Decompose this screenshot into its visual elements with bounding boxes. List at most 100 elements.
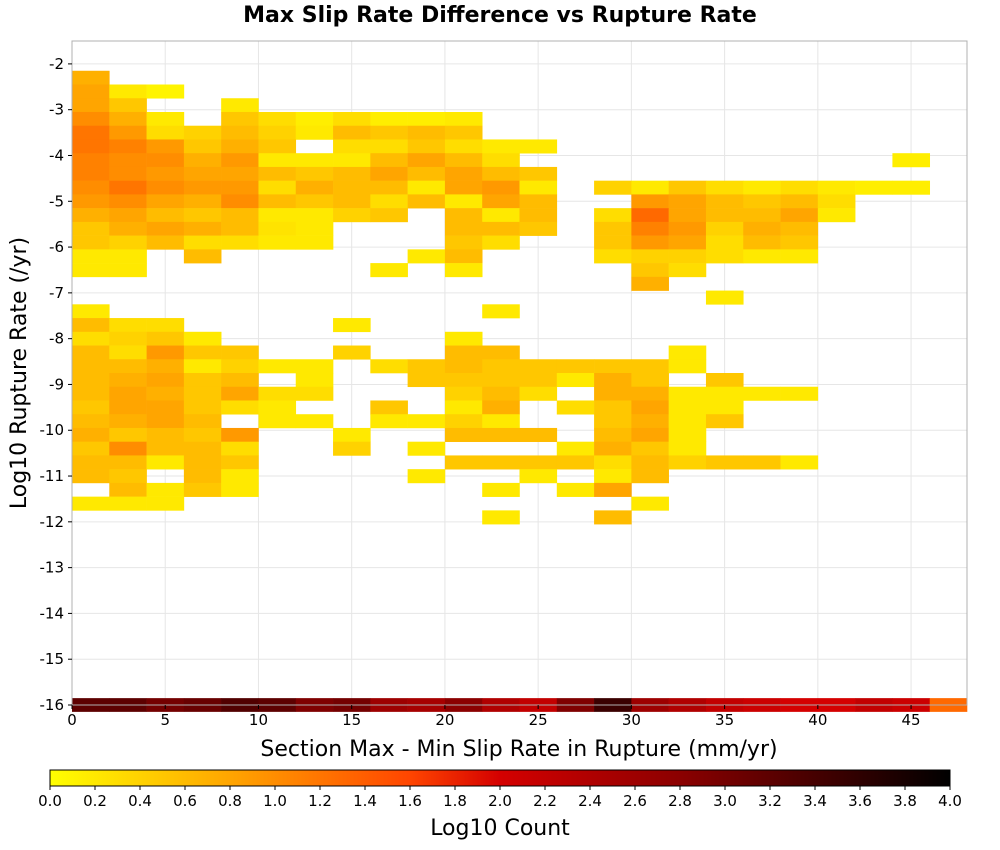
heatmap-cell	[444, 125, 483, 140]
heatmap-cell	[72, 166, 110, 181]
heatmap-cell	[72, 455, 110, 470]
heatmap-cell	[519, 373, 558, 388]
heatmap-cell	[258, 386, 297, 401]
heatmap-cell	[183, 166, 222, 181]
heatmap-cell	[109, 249, 147, 264]
heatmap-cell	[705, 373, 744, 388]
heatmap-cell	[817, 208, 856, 223]
heatmap-cell	[221, 441, 259, 456]
heatmap-cell	[333, 125, 371, 140]
heatmap-cell	[333, 194, 371, 209]
heatmap-cell	[72, 208, 110, 223]
heatmap-cell	[519, 194, 558, 209]
heatmap-cell	[780, 208, 819, 223]
heatmap-cell	[221, 455, 259, 470]
heatmap-cell	[407, 441, 446, 456]
x-tick-label: 15	[342, 711, 361, 729]
y-tick-label: -15	[40, 650, 65, 668]
heatmap-cell	[146, 180, 185, 195]
heatmap-cell	[183, 455, 222, 470]
heatmap-cell	[72, 84, 110, 99]
heatmap-cell	[482, 414, 520, 429]
heatmap-cell	[146, 482, 185, 497]
heatmap-cell	[594, 510, 632, 525]
heatmap-cell	[258, 221, 297, 236]
heatmap-cell	[109, 139, 147, 154]
heatmap-cell	[407, 125, 446, 140]
heatmap-cell	[743, 208, 781, 223]
colorbar-tick-label: 1.0	[263, 792, 287, 810]
heatmap-cell	[333, 427, 371, 442]
heatmap-cell	[258, 111, 297, 127]
heatmap-cell	[668, 180, 707, 195]
y-tick-label: -8	[49, 330, 64, 348]
heatmap-cell	[519, 359, 558, 374]
heatmap-cell	[72, 359, 110, 374]
heatmap-cell	[594, 386, 632, 401]
heatmap-cell	[482, 153, 520, 168]
heatmap-cell	[743, 386, 781, 401]
heatmap-cell	[72, 70, 110, 85]
heatmap-cell	[594, 235, 632, 250]
heatmap-cell	[519, 427, 558, 442]
heatmap-cell	[109, 194, 147, 209]
heatmap-cell	[556, 482, 595, 497]
heatmap-cell	[333, 318, 371, 333]
heatmap-cell	[631, 249, 669, 264]
heatmap-cell	[295, 235, 334, 250]
heatmap-cell	[72, 221, 110, 236]
heatmap-cell	[258, 359, 297, 374]
heatmap-cell	[146, 427, 185, 442]
heatmap-cells	[72, 70, 968, 712]
heatmap-cell	[333, 153, 371, 168]
heatmap-cell	[109, 441, 147, 456]
colorbar-tick-label: 0.2	[83, 792, 107, 810]
heatmap-cell	[780, 235, 819, 250]
heatmap-cell	[295, 125, 334, 140]
heatmap-cell	[109, 469, 147, 484]
heatmap-cell	[258, 166, 297, 181]
heatmap-cell	[72, 194, 110, 209]
colorbar-tick-label: 2.2	[533, 792, 557, 810]
heatmap-cell	[72, 496, 110, 511]
x-tick-label: 40	[808, 711, 827, 729]
heatmap-cell	[631, 221, 669, 236]
heatmap-cell	[407, 153, 446, 168]
heatmap-cell	[183, 414, 222, 429]
colorbar-tick-label: 3.6	[848, 792, 872, 810]
heatmap-cell	[183, 235, 222, 250]
heatmap-cell	[668, 249, 707, 264]
heatmap-cell	[183, 386, 222, 401]
y-tick-label: -10	[40, 421, 65, 439]
heatmap-cell	[407, 194, 446, 209]
heatmap-cell	[743, 455, 781, 470]
heatmap-cell	[146, 318, 185, 333]
colorbar-tick-label: 2.8	[668, 792, 692, 810]
heatmap-cell	[482, 194, 520, 209]
heatmap-cell	[295, 386, 334, 401]
heatmap-cell	[855, 180, 893, 195]
x-tick-label: 10	[249, 711, 268, 729]
heatmap-cell	[482, 455, 520, 470]
heatmap-cell	[668, 235, 707, 250]
heatmap-cell	[146, 153, 185, 168]
heatmap-cell	[444, 400, 483, 415]
heatmap-cell	[221, 345, 259, 360]
heatmap-cell	[444, 359, 483, 374]
heatmap-cell	[146, 84, 185, 99]
heatmap-cell	[444, 153, 483, 168]
heatmap-cell	[146, 125, 185, 140]
heatmap-cell	[72, 414, 110, 429]
colorbar-tick-label: 0.6	[173, 792, 197, 810]
heatmap-cell	[109, 386, 147, 401]
heatmap-cell	[817, 180, 856, 195]
chart-title: Max Slip Rate Difference vs Rupture Rate	[243, 3, 757, 28]
heatmap-cell	[333, 441, 371, 456]
heatmap-cell	[705, 235, 744, 250]
heatmap-cell	[221, 194, 259, 209]
heatmap-cell	[370, 414, 408, 429]
heatmap-cell	[295, 111, 334, 127]
heatmap-cell	[780, 221, 819, 236]
heatmap-cell	[109, 208, 147, 223]
